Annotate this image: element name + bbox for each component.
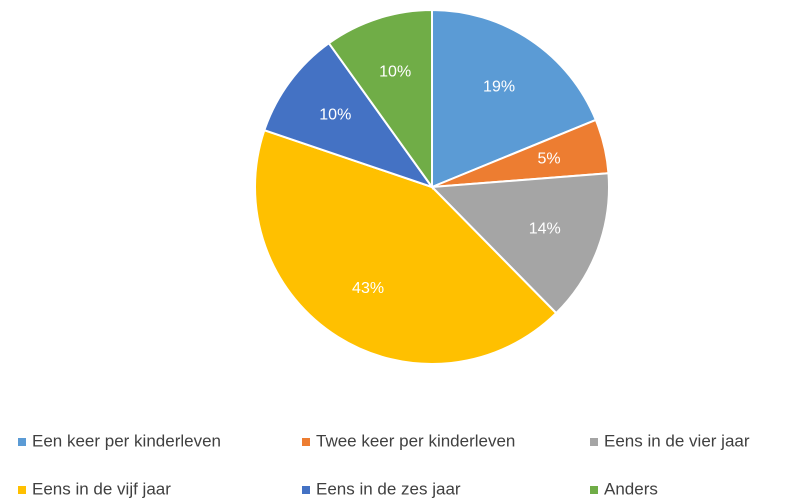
- pie-slice: [431, 8, 598, 189]
- slice-label: 19%: [483, 78, 515, 95]
- pie-slice: [263, 41, 435, 189]
- legend-marker: [590, 486, 598, 494]
- slice-label: 10%: [319, 107, 351, 124]
- pie-slice: [327, 8, 433, 191]
- legend-label: Eens in de vier jaar: [604, 431, 750, 450]
- pie-slice: [429, 172, 610, 315]
- legend-marker: [590, 438, 598, 446]
- slice-label: 10%: [379, 64, 411, 81]
- legend-marker: [18, 486, 26, 494]
- legend-label: Eens in de zes jaar: [316, 479, 461, 498]
- legend-label: Twee keer per kinderleven: [316, 431, 515, 450]
- legend-marker: [302, 486, 310, 494]
- legend-marker: [18, 438, 26, 446]
- slice-label: 5%: [538, 150, 561, 167]
- pie-slice: [254, 128, 558, 365]
- legend-label: Anders: [604, 479, 658, 498]
- legend-label: Eens in de vijf jaar: [32, 479, 171, 498]
- legend-marker: [302, 438, 310, 446]
- legend-label: Een keer per kinderleven: [32, 431, 221, 450]
- slice-label: 14%: [529, 220, 561, 237]
- slice-label: 43%: [352, 280, 384, 297]
